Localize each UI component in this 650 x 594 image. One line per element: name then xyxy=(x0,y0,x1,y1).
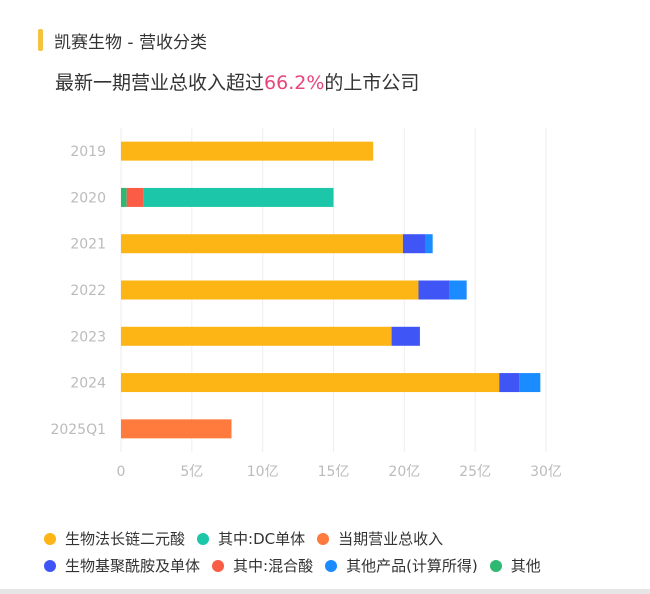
legend: 生物法长链二元酸 其中:DC单体 当期营业总收入 生物基聚酰胺及单体 其中:混合酸 其他… xyxy=(44,525,553,579)
bar-segment xyxy=(121,280,419,300)
bar-segment xyxy=(121,419,232,439)
bar-segment xyxy=(449,280,467,300)
bar-segment xyxy=(121,373,500,393)
header-accent-bar xyxy=(38,29,43,51)
x-tick-label: 15亿 xyxy=(318,464,350,480)
legend-dot-icon xyxy=(325,559,338,572)
legend-label: 其中:DC单体 xyxy=(218,530,306,548)
bar-chart: 0 5亿 10亿 15亿 20亿 25亿 30亿 2019 2020 2021 2022 2023 20… xyxy=(50,128,562,480)
legend-dot-icon xyxy=(44,559,56,572)
x-tick-label: 30亿 xyxy=(530,464,562,480)
y-category-label: 2025Q1 xyxy=(50,422,106,438)
legend-dot-icon xyxy=(489,559,502,572)
legend-item[interactable]: 生物法长链二元酸 xyxy=(44,528,185,549)
bar-segment xyxy=(418,280,450,300)
legend-dot-icon xyxy=(317,532,330,545)
legend-item[interactable]: 其中:混合酸 xyxy=(212,555,313,576)
legend-dot-icon xyxy=(197,532,210,545)
x-tick-label: 0 xyxy=(117,464,126,480)
legend-item[interactable]: 当期营业总收入 xyxy=(317,528,443,549)
header-title: 凯赛生物 - 营收分类 xyxy=(54,33,207,53)
y-category-label: 2019 xyxy=(70,144,106,160)
x-tick-label: 25亿 xyxy=(459,464,491,480)
bottom-divider xyxy=(0,589,650,594)
bar-segment xyxy=(391,326,420,346)
legend-label: 生物基聚酰胺及单体 xyxy=(65,557,201,575)
x-tick-label: 20亿 xyxy=(388,464,420,480)
y-category-label: 2021 xyxy=(70,237,106,253)
bar-segment xyxy=(121,234,403,254)
bar-segment xyxy=(519,373,541,393)
bar-segment xyxy=(121,141,374,161)
y-category-label: 2023 xyxy=(70,329,106,345)
legend-item[interactable]: 其他 xyxy=(489,555,541,576)
subtitle-suffix: 的上市公司 xyxy=(324,72,420,94)
x-tick-label: 10亿 xyxy=(247,464,279,480)
y-category-label: 2020 xyxy=(70,190,106,206)
x-tick-label: 5亿 xyxy=(180,464,203,480)
bar-segment xyxy=(402,234,426,254)
legend-row: 生物法长链二元酸 其中:DC单体 当期营业总收入 xyxy=(44,525,553,552)
bar-segment xyxy=(126,187,144,207)
legend-label: 其他产品(计算所得) xyxy=(346,557,478,575)
subtitle-prefix: 最新一期营业总收入超过 xyxy=(55,72,265,94)
bar-segment xyxy=(121,187,127,207)
subtitle-highlight: 66.2% xyxy=(264,72,325,94)
legend-item[interactable]: 其中:DC单体 xyxy=(197,528,305,549)
bar-segment xyxy=(121,326,392,346)
legend-label: 生物法长链二元酸 xyxy=(65,530,186,548)
legend-dot-icon xyxy=(44,532,56,545)
legend-label: 当期营业总收入 xyxy=(338,530,444,548)
legend-label: 其他 xyxy=(510,557,541,575)
bar-segment xyxy=(499,373,520,393)
bar-segment xyxy=(143,187,334,207)
legend-row: 生物基聚酰胺及单体 其中:混合酸 其他产品(计算所得) 其他 xyxy=(44,552,553,579)
legend-dot-icon xyxy=(212,559,225,572)
legend-label: 其中:混合酸 xyxy=(233,557,314,575)
legend-item[interactable]: 其他产品(计算所得) xyxy=(325,555,478,576)
legend-item[interactable]: 生物基聚酰胺及单体 xyxy=(44,555,200,576)
subtitle: 最新一期营业总收入超过66.2%的上市公司 xyxy=(55,68,419,95)
y-category-label: 2022 xyxy=(70,283,106,299)
bar-segment xyxy=(425,234,433,254)
y-category-label: 2024 xyxy=(70,376,106,392)
